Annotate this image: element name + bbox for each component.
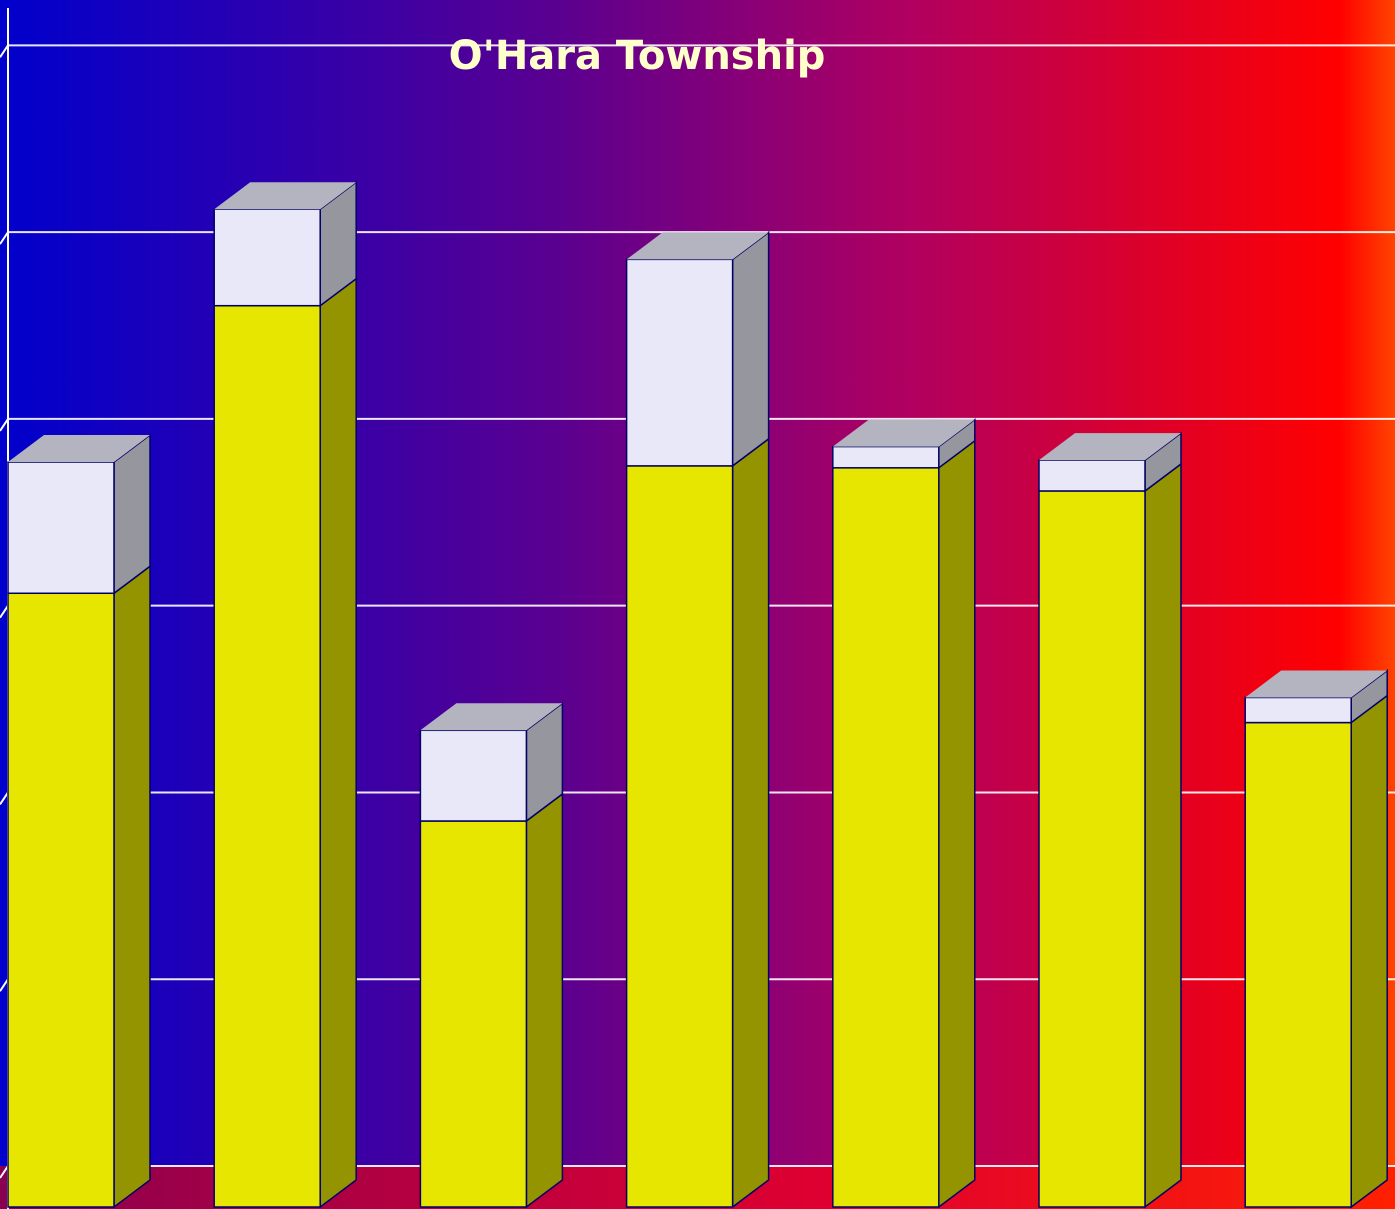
bar-side xyxy=(938,439,976,1209)
bar-segment xyxy=(419,701,564,823)
bar-top xyxy=(1039,433,1181,461)
bar-side xyxy=(113,433,151,595)
bar-front xyxy=(625,258,734,467)
bar-segment xyxy=(213,180,357,308)
bar-side xyxy=(319,277,357,1209)
y-tick xyxy=(0,231,9,245)
bar-segment xyxy=(7,433,151,595)
bar-front xyxy=(419,729,528,822)
bar-segment xyxy=(832,418,976,470)
bar-side xyxy=(525,792,564,1209)
bar-top xyxy=(1245,670,1388,698)
y-tick xyxy=(0,44,9,58)
bar-side xyxy=(1350,694,1388,1209)
bar-front xyxy=(832,445,940,469)
bar-front xyxy=(1038,459,1146,492)
bar-segment xyxy=(625,230,770,468)
y-tick xyxy=(0,791,9,806)
bar-segment xyxy=(1038,462,1182,1209)
bar-side xyxy=(1144,462,1182,1209)
y-tick xyxy=(0,978,9,992)
chart-title: O'Hara Township xyxy=(449,33,826,79)
y-tick xyxy=(0,418,9,432)
bar-front xyxy=(419,820,528,1208)
bar-top xyxy=(420,703,563,731)
bar-front xyxy=(1244,696,1352,724)
bar-front xyxy=(7,592,115,1208)
y-tick xyxy=(0,605,9,619)
bar-front xyxy=(1038,490,1146,1208)
bar-segment xyxy=(213,277,357,1209)
bar-segment xyxy=(419,792,564,1209)
y-tick xyxy=(0,1165,9,1179)
bar-segment xyxy=(1038,431,1182,493)
bar-front xyxy=(832,467,940,1208)
bars xyxy=(7,180,1388,1209)
bar-side xyxy=(731,437,770,1209)
bar-segment xyxy=(832,439,976,1209)
bar-top xyxy=(626,232,769,260)
bar-top xyxy=(8,435,150,463)
bar-front xyxy=(1244,721,1352,1208)
bar-top xyxy=(832,419,975,447)
bar-front xyxy=(213,208,321,307)
bar-front xyxy=(213,304,321,1208)
bar-segment xyxy=(1244,668,1388,725)
bar-front xyxy=(7,461,115,595)
bar-side xyxy=(731,230,770,468)
bar-segment xyxy=(7,564,151,1209)
bar-side xyxy=(113,564,151,1209)
bar-top xyxy=(214,182,357,210)
bar-front xyxy=(625,465,734,1208)
bar-segment xyxy=(1244,694,1388,1209)
bar-segment xyxy=(625,437,770,1209)
